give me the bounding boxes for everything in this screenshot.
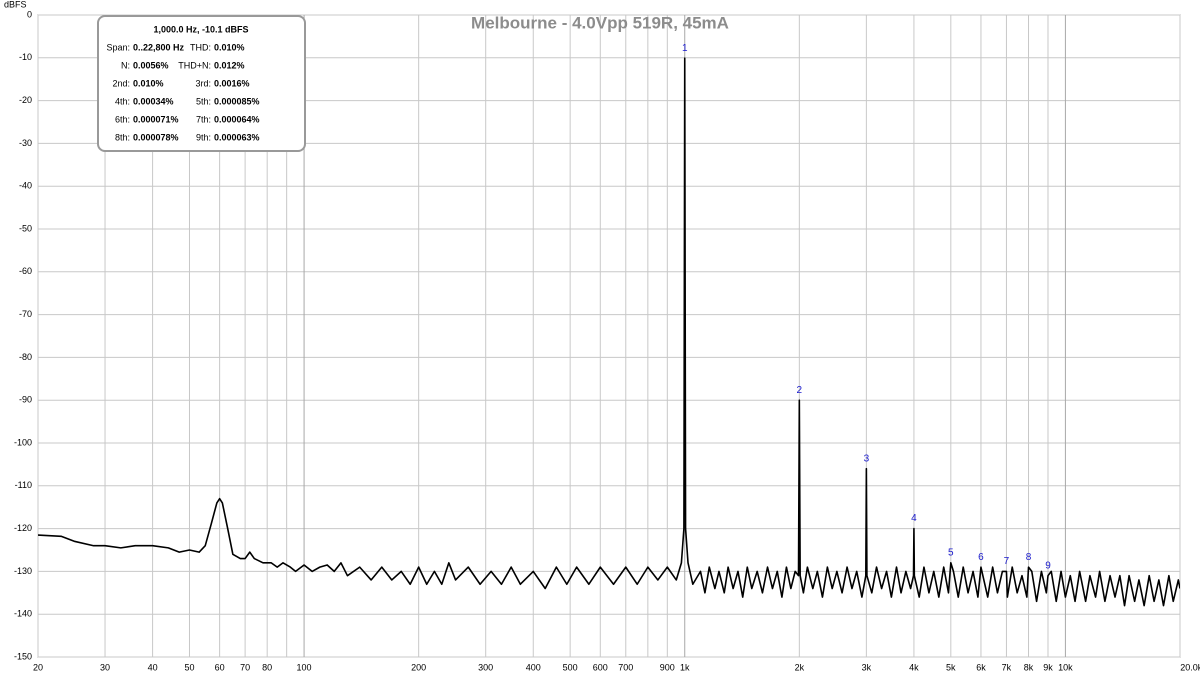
info-value: 0..22,800 Hz: [133, 42, 185, 52]
harmonic-marker: 3: [864, 453, 870, 464]
info-box-frame: [97, 15, 306, 152]
harmonic-marker: 6: [978, 552, 984, 563]
info-label: THD+N:: [178, 60, 211, 70]
info-box: 1,000.0 Hz, -10.1 dBFS Span: 0..22,800 Hz…: [97, 15, 306, 152]
x-tick-label: 400: [526, 662, 541, 672]
info-label: N:: [121, 60, 130, 70]
y-tick-label: -120: [14, 523, 32, 533]
x-tick-label: 20.0k Hz: [1180, 662, 1200, 672]
y-tick-label: -20: [19, 95, 32, 105]
x-tick-label: 2k: [795, 662, 805, 672]
x-tick-label: 100: [297, 662, 312, 672]
harmonic-marker: 8: [1026, 552, 1032, 563]
x-tick-label: 900: [660, 662, 675, 672]
harmonic-marker: 2: [797, 385, 803, 396]
info-label: 9th:: [196, 132, 211, 142]
harmonic-marker: 5: [948, 547, 954, 558]
x-tick-label: 500: [563, 662, 578, 672]
x-tick-label: 7k: [1002, 662, 1012, 672]
y-tick-label: -140: [14, 609, 32, 619]
plot: [38, 57, 1180, 607]
info-label: THD:: [190, 42, 211, 52]
chart-title: Melbourne - 4.0Vpp 519R, 45mA: [471, 13, 729, 32]
grid: [37, 14, 1181, 658]
x-tick-label: 1k: [680, 662, 690, 672]
x-tick-label: 600: [593, 662, 608, 672]
harmonic-marker: 4: [911, 513, 917, 524]
y-tick-label: -60: [19, 266, 32, 276]
info-label: 4th:: [115, 96, 130, 106]
y-tick-label: -100: [14, 437, 32, 447]
y-tick-label: -40: [19, 181, 32, 191]
x-tick-label: 6k: [976, 662, 986, 672]
harmonic-marker: 9: [1045, 560, 1051, 571]
info-value: 0.012%: [214, 60, 245, 70]
info-label: 2nd:: [112, 78, 130, 88]
y-tick-label: -80: [19, 352, 32, 362]
x-tick-label: 30: [100, 662, 110, 672]
info-label: Span:: [106, 42, 130, 52]
x-tick-label: 9k: [1043, 662, 1053, 672]
harmonic-marker: 7: [1004, 556, 1010, 567]
info-value: 0.000078%: [133, 132, 179, 142]
y-tick-label: -50: [19, 223, 32, 233]
x-tick-label: 3k: [862, 662, 872, 672]
info-header: 1,000.0 Hz, -10.1 dBFS: [153, 24, 248, 34]
axes: 0 -10 -20 -30 -40 -50 -60 -70 -80 -90 -100 -110 -120…: [14, 9, 1200, 672]
info-label: 6th:: [115, 114, 130, 124]
spectrum-line: [38, 57, 1180, 607]
x-tick-label: 60: [215, 662, 225, 672]
x-tick-label: 20: [33, 662, 43, 672]
info-value: 0.0056%: [133, 60, 169, 70]
x-tick-label: 200: [411, 662, 426, 672]
x-tick-label: 700: [618, 662, 633, 672]
info-label: 5th:: [196, 96, 211, 106]
x-tick-label: 80: [262, 662, 272, 672]
harmonic-marker: 1: [682, 43, 688, 54]
y-axis-label: dBFS: [4, 0, 27, 9]
y-tick-label: 0: [27, 9, 32, 19]
y-tick-label: -150: [14, 651, 32, 661]
info-value: 0.000064%: [214, 114, 260, 124]
y-tick-label: -130: [14, 566, 32, 576]
info-value: 0.000071%: [133, 114, 179, 124]
info-value: 0.010%: [214, 42, 245, 52]
x-tick-label: 50: [184, 662, 194, 672]
y-tick-label: -110: [15, 480, 32, 490]
x-tick-label: 4k: [909, 662, 919, 672]
info-label: 3rd:: [195, 78, 211, 88]
info-label: 8th:: [115, 132, 130, 142]
info-value: 0.000063%: [214, 132, 260, 142]
info-label: 7th:: [196, 114, 211, 124]
y-tick-label: -10: [19, 52, 32, 62]
y-tick-label: -90: [19, 395, 32, 405]
info-value: 0.00034%: [133, 96, 174, 106]
x-tick-label: 10k: [1058, 662, 1073, 672]
info-value: 0.010%: [133, 78, 164, 88]
x-tick-label: 300: [478, 662, 493, 672]
x-tick-label: 8k: [1024, 662, 1034, 672]
y-tick-label: -70: [19, 309, 32, 319]
y-tick-label: -30: [19, 138, 32, 148]
x-tick-label: 40: [148, 662, 158, 672]
info-value: 0.000085%: [214, 96, 260, 106]
info-value: 0.0016%: [214, 78, 250, 88]
x-tick-label: 5k: [946, 662, 956, 672]
x-tick-label: 70: [240, 662, 250, 672]
